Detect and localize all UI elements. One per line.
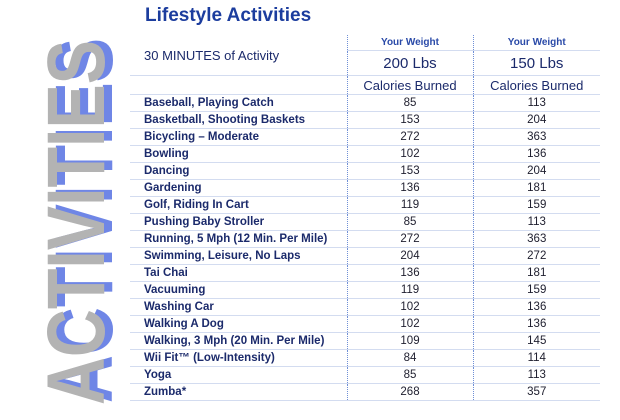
activity: Yoga bbox=[130, 366, 347, 384]
table-row: Vacuuming 119 159 bbox=[130, 281, 600, 299]
activity: Golf, Riding In Cart bbox=[130, 196, 347, 214]
calories: 159 bbox=[472, 281, 600, 299]
column-label: Your Weight bbox=[472, 35, 600, 51]
activity: Wii Fit™ (Low-Intensity) bbox=[130, 349, 347, 367]
calories: 145 bbox=[472, 332, 600, 350]
calories: 136 bbox=[346, 179, 473, 197]
calories: 136 bbox=[472, 145, 600, 163]
calories: 272 bbox=[472, 247, 600, 265]
calories: 85 bbox=[346, 366, 473, 384]
calories: 84 bbox=[346, 349, 473, 367]
sidebar-text: ACTIVITIES bbox=[31, 40, 122, 405]
table-row: Running, 5 Mph (12 Min. Per Mile) 272 363 bbox=[130, 230, 600, 248]
calories: 102 bbox=[346, 145, 473, 163]
column-weight: 200 Lbs bbox=[346, 50, 473, 76]
calories: 357 bbox=[472, 383, 600, 401]
table-row: Golf, Riding In Cart 119 159 bbox=[130, 196, 600, 214]
table-row: Gardening 136 181 bbox=[130, 179, 600, 197]
calories: 363 bbox=[472, 230, 600, 248]
calories: 204 bbox=[346, 247, 473, 265]
calories: 204 bbox=[472, 162, 600, 180]
calories: 113 bbox=[472, 213, 600, 231]
calories: 136 bbox=[346, 264, 473, 282]
table-row: Baseball, Playing Catch 85 113 bbox=[130, 94, 600, 112]
calorie-table: 30 MINUTES of Activity Your Weight Your … bbox=[130, 35, 600, 401]
table-row: Bicycling – Moderate 272 363 bbox=[130, 128, 600, 146]
calories: 363 bbox=[472, 128, 600, 146]
title: Lifestyle Activities bbox=[145, 5, 312, 26]
calories: 119 bbox=[346, 281, 473, 299]
table-row: Bowling 102 136 bbox=[130, 145, 600, 163]
table-row: Tai Chai 136 181 bbox=[130, 264, 600, 282]
calories: 204 bbox=[472, 111, 600, 129]
column-label: Your Weight bbox=[346, 35, 473, 51]
table-row: Washing Car 102 136 bbox=[130, 298, 600, 316]
activity: Washing Car bbox=[130, 298, 347, 316]
activity: Bowling bbox=[130, 145, 347, 163]
calories: 102 bbox=[346, 315, 473, 333]
column-unit: Calories Burned bbox=[472, 75, 600, 95]
calories: 159 bbox=[472, 196, 600, 214]
sidebar: ACTIVITIES ACTIVITIES bbox=[31, 38, 130, 405]
table-row: Zumba* 268 357 bbox=[130, 383, 600, 401]
table-row: Basketball, Shooting Baskets 153 204 bbox=[130, 111, 600, 129]
table-row: Pushing Baby Stroller 85 113 bbox=[130, 213, 600, 231]
calories: 272 bbox=[346, 230, 473, 248]
calories: 136 bbox=[472, 298, 600, 316]
activity: Dancing bbox=[130, 162, 347, 180]
activity: Pushing Baby Stroller bbox=[130, 213, 347, 231]
activity: Zumba* bbox=[130, 383, 347, 401]
activity: Baseball, Playing Catch bbox=[130, 94, 347, 112]
activity: Running, 5 Mph (12 Min. Per Mile) bbox=[130, 230, 347, 248]
calories: 181 bbox=[472, 264, 600, 282]
activity: Vacuuming bbox=[130, 281, 347, 299]
activity: Tai Chai bbox=[130, 264, 347, 282]
calories: 153 bbox=[346, 162, 473, 180]
activity: Gardening bbox=[130, 179, 347, 197]
calories: 85 bbox=[346, 213, 473, 231]
activity: Walking, 3 Mph (20 Min. Per Mile) bbox=[130, 332, 347, 350]
sidebar-shadow: ACTIVITIES bbox=[39, 38, 130, 403]
table-row: Yoga 85 113 bbox=[130, 366, 600, 384]
calories: 181 bbox=[472, 179, 600, 197]
calories: 114 bbox=[472, 349, 600, 367]
table-row: Dancing 153 204 bbox=[130, 162, 600, 180]
activity: Swimming, Leisure, No Laps bbox=[130, 247, 347, 265]
activity: Bicycling – Moderate bbox=[130, 128, 347, 146]
table-row: Walking, 3 Mph (20 Min. Per Mile) 109 145 bbox=[130, 332, 600, 350]
calories: 85 bbox=[346, 94, 473, 112]
activity: Walking A Dog bbox=[130, 315, 347, 333]
calories: 268 bbox=[346, 383, 473, 401]
calories: 153 bbox=[346, 111, 473, 129]
calories: 136 bbox=[472, 315, 600, 333]
corner-label: 30 MINUTES of Activity bbox=[130, 35, 347, 76]
calories: 272 bbox=[346, 128, 473, 146]
table-row: Wii Fit™ (Low-Intensity) 84 114 bbox=[130, 349, 600, 367]
calories: 102 bbox=[346, 298, 473, 316]
calories: 113 bbox=[472, 366, 600, 384]
column-unit: Calories Burned bbox=[346, 75, 473, 95]
column-weight: 150 Lbs bbox=[472, 50, 600, 76]
activity: Basketball, Shooting Baskets bbox=[130, 111, 347, 129]
calories: 113 bbox=[472, 94, 600, 112]
calories: 119 bbox=[346, 196, 473, 214]
calories: 109 bbox=[346, 332, 473, 350]
empty-cell bbox=[130, 75, 347, 95]
table-row: Walking A Dog 102 136 bbox=[130, 315, 600, 333]
table-row: Swimming, Leisure, No Laps 204 272 bbox=[130, 247, 600, 265]
